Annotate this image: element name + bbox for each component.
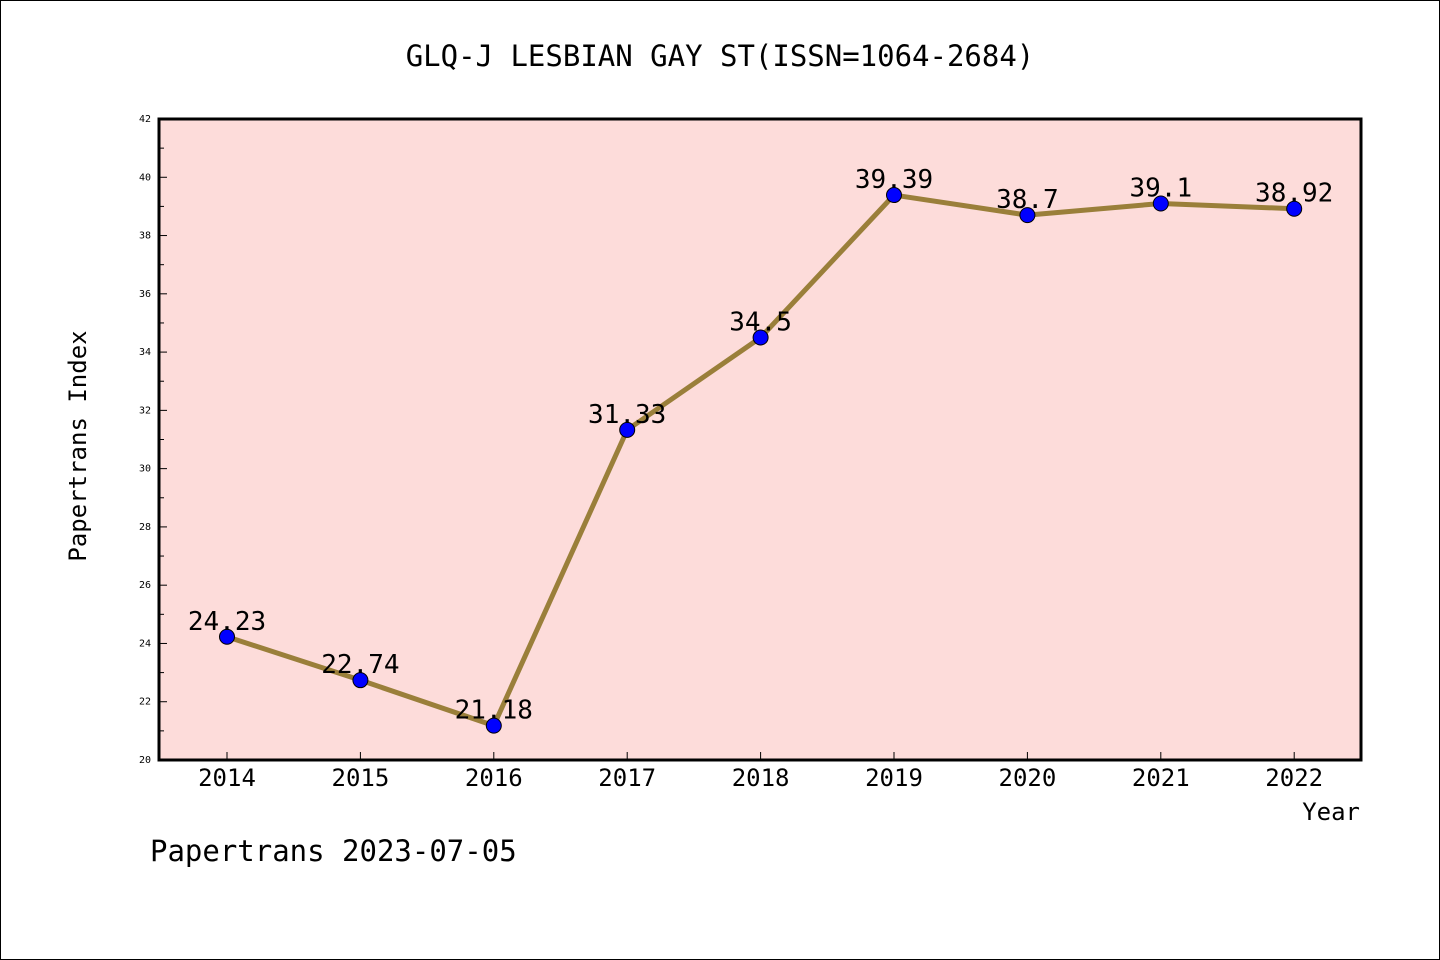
x-tick-label: 2021 bbox=[1132, 764, 1190, 792]
data-point-marker bbox=[1286, 200, 1303, 217]
chart-title: GLQ-J LESBIAN GAY ST(ISSN=1064-2684) bbox=[406, 39, 1035, 73]
data-point-marker bbox=[619, 421, 636, 438]
data-points bbox=[219, 187, 1303, 734]
y-tick-label: 30 bbox=[139, 464, 151, 475]
data-label: 22.74 bbox=[321, 650, 399, 680]
x-tick-label: 2019 bbox=[865, 764, 923, 792]
x-tick-label: 2022 bbox=[1265, 764, 1323, 792]
y-axis-ticks: 20 22 24 26 28 30 32 34 36 38 40 42 bbox=[139, 114, 167, 766]
footer-note: Papertrans 2023-07-05 bbox=[150, 834, 517, 868]
y-tick-label: 42 bbox=[139, 114, 151, 125]
x-axis-ticks: 2014 2015 2016 2017 2018 2019 2020 2021 2022 bbox=[198, 752, 1323, 792]
x-tick-label: 2018 bbox=[732, 764, 790, 792]
x-tick-label: 2016 bbox=[465, 764, 523, 792]
plot-area bbox=[157, 117, 1363, 762]
data-point-marker bbox=[219, 628, 235, 645]
data-point-marker bbox=[1019, 207, 1036, 224]
y-tick-label: 36 bbox=[139, 289, 151, 300]
y-tick-label: 22 bbox=[139, 697, 151, 708]
data-label: 31.33 bbox=[588, 400, 666, 430]
x-axis-label: Year bbox=[1302, 798, 1360, 826]
y-tick-label: 28 bbox=[139, 522, 151, 533]
y-axis-label: Papertrans Index bbox=[64, 330, 92, 561]
y-tick-label: 26 bbox=[139, 580, 151, 591]
data-point-marker bbox=[752, 329, 769, 346]
data-label: 34.5 bbox=[729, 308, 792, 338]
data-label: 21.18 bbox=[455, 696, 533, 726]
y-tick-label: 20 bbox=[139, 755, 151, 766]
data-label: 39.1 bbox=[1129, 173, 1192, 203]
x-tick-label: 2020 bbox=[999, 764, 1057, 792]
y-tick-label: 24 bbox=[139, 638, 151, 649]
y-tick-label: 34 bbox=[139, 347, 151, 358]
x-tick-label: 2015 bbox=[332, 764, 390, 792]
data-labels: 24.23 22.74 21.18 31.33 34.5 39.39 38.7 39.1 38.… bbox=[188, 165, 1333, 726]
y-tick-label: 40 bbox=[139, 172, 151, 183]
data-point-marker bbox=[352, 672, 369, 689]
data-label: 38.92 bbox=[1255, 179, 1333, 209]
y-tick-label: 38 bbox=[139, 231, 151, 242]
data-label: 39.39 bbox=[855, 165, 933, 195]
y-tick-label: 32 bbox=[139, 405, 151, 416]
x-tick-label: 2014 bbox=[198, 764, 256, 792]
data-point-marker bbox=[485, 717, 502, 734]
data-point-marker bbox=[1152, 195, 1169, 212]
data-label: 38.7 bbox=[996, 185, 1059, 215]
data-label: 24.23 bbox=[188, 607, 266, 637]
x-tick-label: 2017 bbox=[598, 764, 656, 792]
data-point-marker bbox=[886, 187, 902, 204]
